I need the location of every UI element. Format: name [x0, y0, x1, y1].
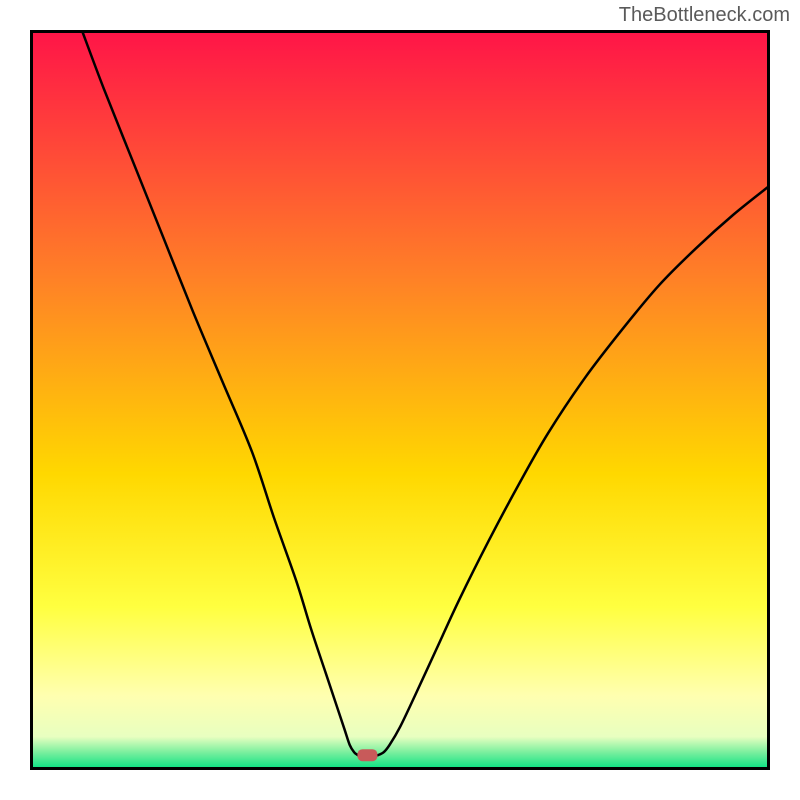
watermark-text: TheBottleneck.com — [619, 4, 790, 27]
bottleneck-chart — [30, 30, 770, 770]
chart-background — [30, 30, 770, 770]
optimal-marker — [357, 749, 377, 761]
chart-svg — [30, 30, 770, 770]
